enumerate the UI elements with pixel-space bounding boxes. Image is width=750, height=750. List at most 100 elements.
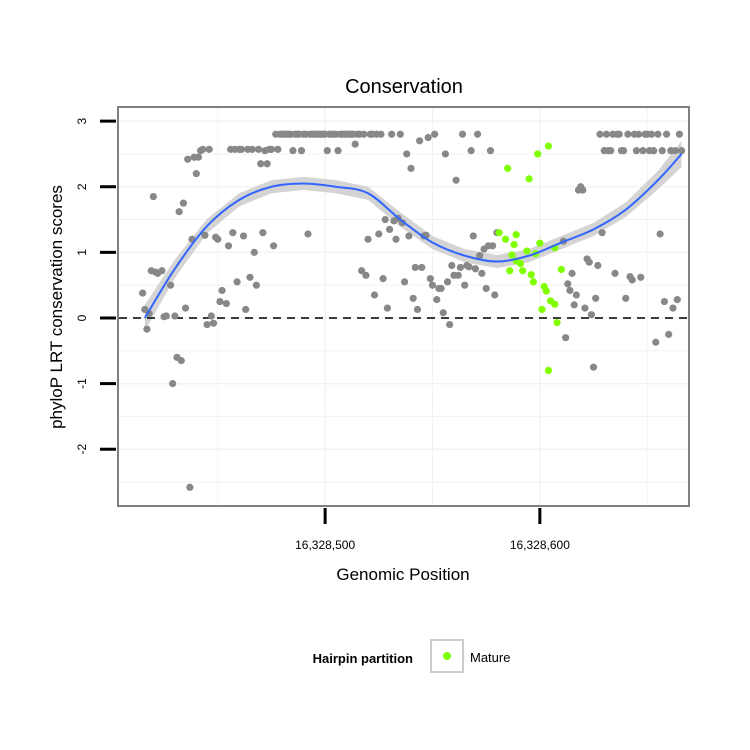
data-point [233,278,241,286]
data-point [673,296,681,304]
data-point [598,229,606,237]
data-point [166,281,175,289]
x-axis-label: Genomic Position [336,565,469,584]
data-point [622,294,630,302]
data-point [428,281,437,289]
data-point [199,145,207,153]
data-point [358,267,366,275]
data-point [656,230,664,238]
data-point [619,147,628,155]
y-tick-label: 3 [75,117,89,124]
data-point [418,263,426,272]
data-point [207,312,215,320]
legend: Hairpin partition Mature [313,639,510,673]
data-point [635,130,643,138]
data-point [596,130,604,138]
y-axis-ticks: -2 -1 0 1 2 3 [75,117,116,455]
data-point-mature [506,267,514,275]
data-point [379,275,387,283]
data-point [323,147,331,155]
plot-panel [117,106,690,507]
data-point [581,304,589,312]
data-point [426,275,434,283]
data-point [181,304,190,312]
data-point [250,248,258,256]
data-point [665,330,673,338]
data-point [360,130,368,138]
data-point-mature [551,300,559,308]
data-point [201,231,209,239]
data-point [611,269,619,277]
data-point [469,232,477,240]
data-point [566,286,574,295]
data-point-mature [529,278,538,286]
data-point [184,155,192,163]
data-point [139,289,147,297]
data-point [476,252,484,260]
smooth-fit-line [143,153,683,319]
data-point [388,130,396,138]
data-point [424,133,432,142]
data-point-mature [538,305,546,314]
data-point [171,312,179,320]
data-point [650,147,658,155]
data-point [400,278,409,286]
data-point [274,145,282,153]
data-point-mature [553,318,561,327]
data-point [491,291,499,299]
data-point [471,265,480,273]
data-point [269,242,278,250]
data-point-mature [519,267,527,275]
data-point [267,145,276,153]
data-point-mature [510,240,518,249]
data-point [433,296,441,304]
data-point [214,235,222,243]
data-point [263,160,271,168]
data-point [441,150,449,158]
data-point [568,269,576,277]
data-point [203,320,211,329]
data-point [478,269,486,277]
data-point [585,258,593,266]
data-point-mature [525,175,533,183]
data-point [482,284,490,293]
data-point [162,312,170,320]
data-point [579,186,587,194]
data-point-mature [544,366,553,375]
data-point [177,357,185,365]
data-point [431,130,439,138]
data-point [669,304,677,312]
data-point [602,130,611,138]
smooth-line-layer [143,153,683,319]
y-tick-label: 1 [75,249,89,256]
data-point [437,284,445,293]
data-point [246,273,254,281]
data-point [304,230,312,238]
data-point [467,147,475,155]
data-point [377,130,385,138]
confidence-band [144,140,682,332]
data-point [248,145,256,153]
x-tick-label: 16,328,500 [295,538,355,552]
data-point [562,334,570,342]
data-point [660,297,668,306]
data-point [403,150,411,158]
x-axis-ticks: 16,328,500 16,328,600 [295,508,570,552]
data-point [486,147,495,155]
y-tick-label: 2 [75,183,89,190]
data-point [677,147,686,155]
data-point [409,294,417,302]
data-point [594,261,602,270]
data-point [229,229,237,237]
data-point [259,229,267,237]
data-point [364,235,372,243]
y-tick-label: -2 [75,444,89,455]
data-point [239,232,248,240]
data-point [186,483,194,491]
data-point-mature [544,142,553,150]
data-point [675,130,684,138]
data-point [405,232,413,240]
confidence-band-layer [144,140,682,332]
data-point-mature [542,287,550,295]
data-point [297,147,306,155]
